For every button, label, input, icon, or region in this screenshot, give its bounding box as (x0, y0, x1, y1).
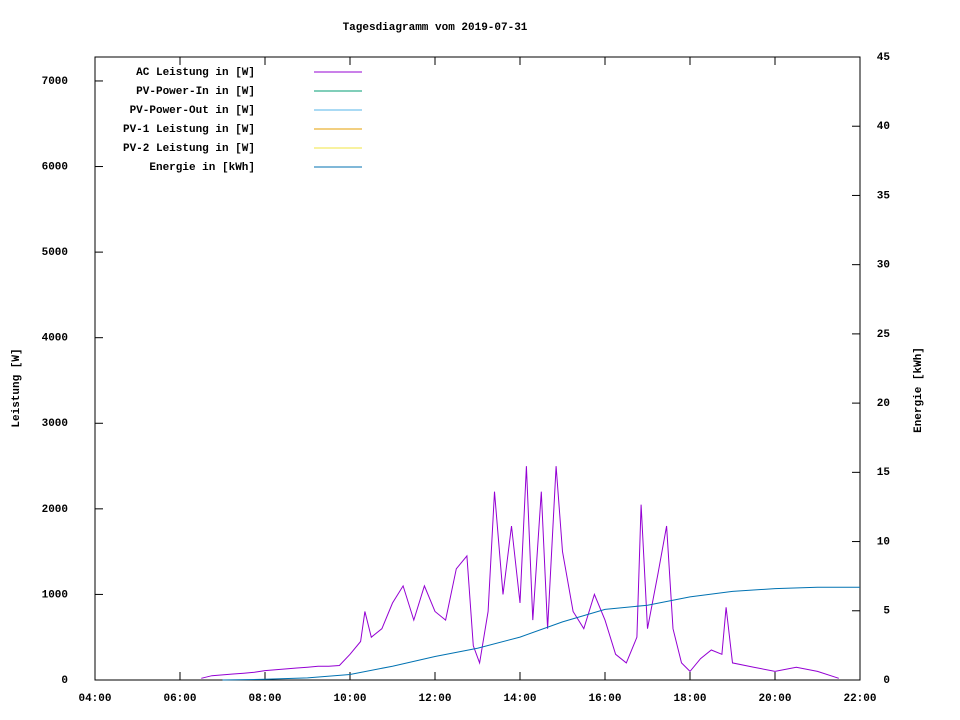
y-tick-label: 5000 (42, 247, 68, 259)
plot-frame (94, 56, 861, 681)
y2-tick-label: 45 (877, 52, 891, 64)
y2-axis-label: Energie [kWh] (913, 347, 925, 433)
y-tick-label: 3000 (42, 418, 68, 430)
y2-tick-label: 30 (877, 260, 890, 272)
chart-title: Tagesdiagramm vom 2019-07-31 (343, 22, 528, 34)
y2-tick-label: 20 (877, 398, 890, 410)
x-tick-label: 16:00 (588, 693, 621, 705)
y2-tick-label: 25 (877, 329, 891, 341)
x-tick-label: 12:00 (418, 693, 451, 705)
y-tick-label: 2000 (42, 504, 68, 516)
x-tick-label: 20:00 (758, 693, 791, 705)
y2-tick-label: 5 (883, 606, 890, 618)
legend-label: PV-Power-Out in [W] (130, 105, 255, 117)
legend-label: AC Leistung in [W] (136, 67, 255, 79)
x-tick-label: 06:00 (163, 693, 196, 705)
y2-tick-label: 10 (877, 536, 890, 548)
series-line (222, 586, 860, 681)
legend-label: PV-Power-In in [W] (136, 86, 255, 98)
y-axis-label: Leistung [W] (11, 348, 23, 427)
y-tick-label: 6000 (42, 161, 68, 173)
y2-tick-label: 15 (877, 467, 891, 479)
y-tick-label: 0 (61, 675, 68, 687)
x-tick-label: 10:00 (333, 693, 366, 705)
x-tick-label: 04:00 (78, 693, 111, 705)
x-tick-label: 22:00 (843, 693, 876, 705)
series-line (201, 466, 839, 679)
y2-tick-label: 0 (883, 675, 890, 687)
legend-label: PV-1 Leistung in [W] (123, 124, 255, 136)
y2-tick-label: 35 (877, 190, 891, 202)
x-tick-label: 18:00 (673, 693, 706, 705)
x-tick-label: 14:00 (503, 693, 536, 705)
y2-tick-label: 40 (877, 121, 890, 133)
legend-label: PV-2 Leistung in [W] (123, 143, 255, 155)
x-tick-label: 08:00 (248, 693, 281, 705)
y-tick-label: 1000 (42, 589, 68, 601)
y-tick-label: 7000 (42, 76, 68, 88)
y-tick-label: 4000 (42, 333, 68, 345)
legend-label: Energie in [kWh] (149, 162, 255, 174)
